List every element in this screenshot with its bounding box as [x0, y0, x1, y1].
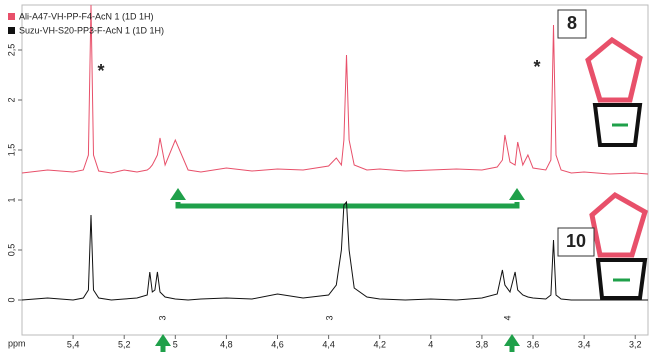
x-tick-label: 4,6 [271, 339, 284, 349]
x-axis-label: ppm [8, 338, 26, 348]
annotation: 3 [324, 315, 334, 320]
y-tick-label: 0 [6, 297, 16, 302]
x-tick-label: 3,4 [578, 339, 591, 349]
annotation: 10 [566, 231, 586, 251]
x-tick-label: 5,4 [67, 339, 80, 349]
annotation: 8 [567, 13, 577, 33]
annotation: 4 [502, 315, 512, 320]
x-tick-label: 3,6 [527, 339, 540, 349]
y-tick-label: 1 [6, 197, 16, 202]
nmr-chart: ppm 5,4 5,2 5 4,8 4,6 4,4 4,2 4 3,8 3,6 3,4 3,2 0 0,5… [0, 0, 652, 352]
legend-label: Ali-A47-VH-PP-F4-AcN 1 (1D 1H) [19, 11, 154, 21]
x-tick-label: 5 [173, 339, 178, 349]
y-tick-label: 2 [6, 97, 16, 102]
legend-swatch [8, 13, 15, 20]
legend-swatch [8, 27, 15, 34]
annotation: * [533, 57, 540, 77]
annotation: 3 [157, 315, 167, 320]
annotation: * [97, 61, 104, 81]
y-tick-label: 1,5 [6, 144, 16, 157]
legend-label: Suzu-VH-S20-PP3-F-AcN 1 (1D 1H) [19, 25, 164, 35]
x-tick-label: 4,2 [373, 339, 386, 349]
y-tick-label: 0,5 [6, 244, 16, 257]
x-tick-label: 4 [428, 339, 433, 349]
x-tick-label: 4,8 [220, 339, 233, 349]
x-tick-label: 3,2 [629, 339, 642, 349]
y-tick-label: 2,5 [6, 44, 16, 57]
x-tick-label: 3,8 [476, 339, 489, 349]
x-tick-label: 5,2 [118, 339, 131, 349]
x-tick-label: 4,4 [322, 339, 335, 349]
